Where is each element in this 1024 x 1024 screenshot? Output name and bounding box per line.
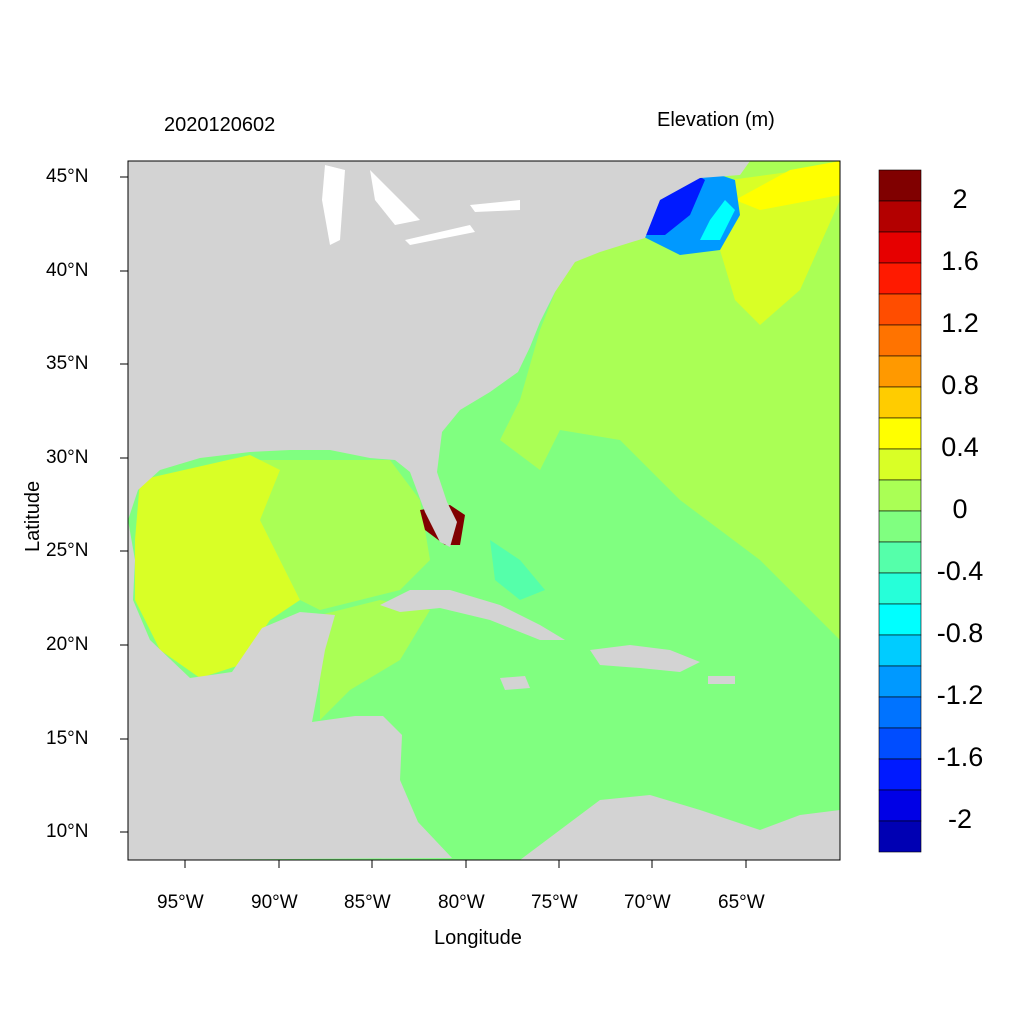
land-hispaniola — [590, 645, 700, 672]
colorbar-label: 0 — [952, 494, 968, 524]
colorbar-swatch — [878, 696, 922, 729]
x-tick-label: 85°W — [344, 892, 391, 913]
lake-huron — [370, 170, 420, 225]
y-tick-label: 20°N — [46, 634, 89, 655]
colorbar-swatch — [878, 293, 922, 326]
land-jamaica — [500, 676, 530, 690]
colorbar-swatch — [878, 448, 922, 481]
colorbar-swatch — [878, 541, 922, 574]
variable-title: Elevation (m) — [657, 109, 775, 131]
y-tick-label: 10°N — [46, 821, 89, 842]
colorbar-swatch — [878, 820, 922, 853]
x-tick-label: 65°W — [718, 892, 765, 913]
colorbar-swatch — [878, 572, 922, 605]
zone-nova-scotia — [735, 161, 840, 210]
timestamp-title: 2020120602 — [164, 114, 276, 136]
colorbar-swatch — [878, 355, 922, 388]
lake-ontario — [470, 200, 520, 212]
colorbar-swatch — [878, 200, 922, 233]
x-tick-label: 75°W — [531, 892, 578, 913]
colorbar-swatch — [878, 634, 922, 667]
colorbar-swatch — [878, 758, 922, 791]
colorbar-label: -0.4 — [936, 556, 984, 586]
colorbar-label: 1.2 — [941, 308, 979, 338]
x-axis-label: Longitude — [434, 927, 522, 949]
y-tick-label: 40°N — [46, 260, 89, 281]
land-south-america — [520, 795, 840, 860]
colorbar-swatch — [878, 727, 922, 760]
y-tick-label: 25°N — [46, 540, 89, 561]
land-north-america — [128, 161, 750, 547]
land-mexico — [128, 520, 452, 860]
land-puerto-rico — [708, 676, 735, 684]
x-tick-label: 95°W — [157, 892, 204, 913]
colorbar-swatch — [878, 603, 922, 636]
zone-yucatan-channel — [320, 600, 430, 720]
land-cuba — [380, 590, 565, 640]
colorbar-swatch — [878, 665, 922, 698]
colorbar-label: -2 — [947, 804, 972, 834]
zone-gulf-east — [250, 460, 430, 610]
colorbar-label: 0.4 — [941, 432, 979, 462]
y-tick-label: 30°N — [46, 447, 89, 468]
y-tick-label: 35°N — [46, 353, 89, 374]
colorbar-label: -0.8 — [936, 618, 984, 648]
colorbar-label: 1.6 — [941, 246, 979, 276]
colorbar-swatch — [878, 324, 922, 357]
colorbar-swatch — [878, 789, 922, 822]
lake-michigan — [322, 165, 345, 245]
zone-gulf-west — [135, 455, 300, 678]
colorbar-swatch — [878, 169, 922, 202]
colorbar-label: -1.6 — [936, 742, 984, 772]
zone-bahamas — [490, 540, 545, 600]
y-axis-label: Latitude — [22, 480, 44, 552]
y-tick-label: 15°N — [46, 728, 89, 749]
x-tick-label: 80°W — [438, 892, 485, 913]
zone-maine-cyan — [700, 200, 735, 240]
colorbar-label: 0.8 — [941, 370, 979, 400]
colorbar-swatch — [878, 262, 922, 295]
colorbar-label: 2 — [952, 184, 968, 214]
x-tick-label: 70°W — [624, 892, 671, 913]
zone-maine-deepblue — [645, 170, 705, 235]
colorbar-label: -1.2 — [936, 680, 984, 710]
lake-erie — [405, 225, 475, 245]
land — [128, 161, 840, 860]
colorbar-swatch — [878, 479, 922, 512]
colorbar-swatch — [878, 386, 922, 419]
colorbar-swatch — [878, 417, 922, 450]
x-tick-label: 90°W — [251, 892, 298, 913]
colorbar-swatch — [878, 510, 922, 543]
lakes — [322, 165, 520, 245]
colorbar-swatch — [878, 231, 922, 264]
y-tick-label: 45°N — [46, 166, 89, 187]
plot-frame — [127, 160, 841, 861]
